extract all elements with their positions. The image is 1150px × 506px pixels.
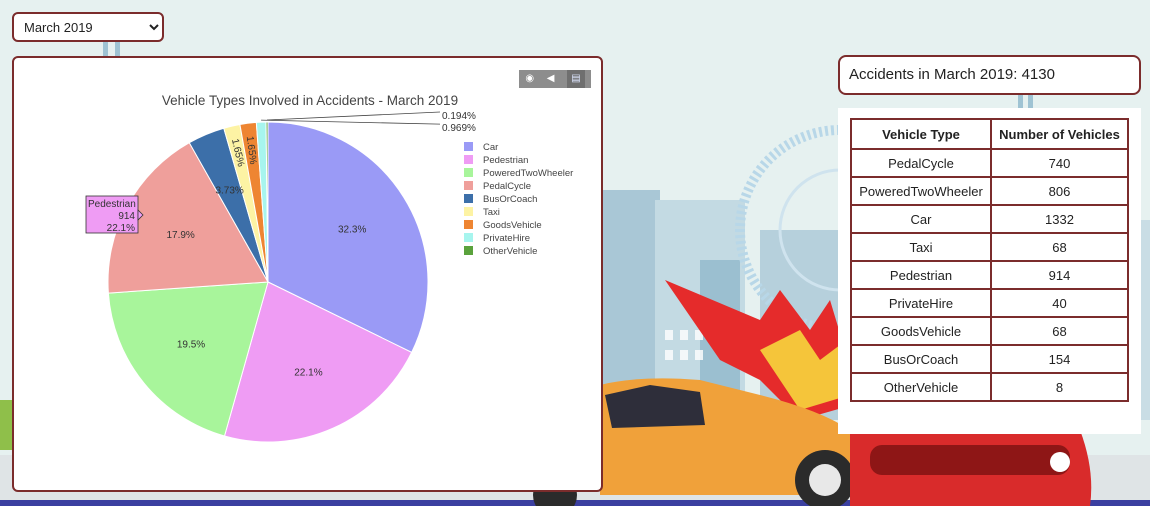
table-row: Car 1332	[850, 204, 1129, 234]
legend-label[interactable]: Pedestrian	[483, 155, 528, 166]
table-row: PrivateHire 40	[850, 288, 1129, 318]
vehicle-count-cell: 8	[990, 372, 1129, 402]
legend-label[interactable]: PrivateHire	[483, 233, 530, 244]
legend-swatch[interactable]	[464, 181, 473, 190]
vehicle-type-cell: Taxi	[850, 232, 992, 262]
vehicle-count-cell: 740	[990, 148, 1129, 178]
legend-label[interactable]: GoodsVehicle	[483, 220, 542, 231]
pie-chart[interactable]: Vehicle Types Involved in Accidents - Ma…	[14, 58, 601, 490]
table-row: PoweredTwoWheeler 806	[850, 176, 1129, 206]
vehicle-type-cell: PoweredTwoWheeler	[850, 176, 992, 206]
chart-title: Vehicle Types Involved in Accidents - Ma…	[162, 93, 458, 108]
slice-percent-label: 32.3%	[338, 225, 366, 236]
slice-leader-line	[266, 111, 441, 121]
slice-percent-label: 3.73%	[215, 186, 243, 197]
legend-swatch[interactable]	[464, 233, 473, 242]
slice-percent-label: 1.65%	[244, 136, 258, 166]
slice-percent-label: 0.194%	[442, 111, 476, 122]
chart-modebar: ◉ ◀ ▤	[519, 70, 591, 88]
table-row: PedalCycle 740	[850, 148, 1129, 178]
vehicle-count-cell: 914	[990, 260, 1129, 290]
vehicle-type-cell: Car	[850, 204, 992, 234]
legend-label[interactable]: PedalCycle	[483, 181, 531, 192]
slice-percent-label: 0.969%	[442, 123, 476, 134]
legend-label[interactable]: BusOrCoach	[483, 194, 537, 205]
table-row: GoodsVehicle 68	[850, 316, 1129, 346]
legend-swatch[interactable]	[464, 168, 473, 177]
slice-percent-label: 19.5%	[177, 340, 205, 351]
tooltip-text: 22.1%	[107, 223, 135, 234]
vehicle-type-cell: Pedestrian	[850, 260, 992, 290]
table-header-row: Vehicle Type Number of Vehicles	[850, 118, 1129, 150]
table-row: Taxi 68	[850, 232, 1129, 262]
header-vehicle-type: Vehicle Type	[850, 118, 992, 150]
legend-label[interactable]: PoweredTwoWheeler	[483, 168, 573, 179]
camera-icon[interactable]: ◉	[525, 73, 535, 84]
slice-leader-line	[261, 119, 441, 125]
vehicle-count-cell: 1332	[990, 204, 1129, 234]
legend-swatch[interactable]	[464, 194, 473, 203]
header-number-of-vehicles: Number of Vehicles	[990, 118, 1129, 150]
vehicle-count-cell: 154	[990, 344, 1129, 374]
slice-percent-label: 22.1%	[294, 368, 322, 379]
pie-slice-othervehicle[interactable]	[265, 121, 269, 283]
legend-swatch[interactable]	[464, 220, 473, 229]
vehicle-count-cell: 68	[990, 232, 1129, 262]
vehicle-type-cell: GoodsVehicle	[850, 316, 992, 346]
vehicle-type-cell: PrivateHire	[850, 288, 992, 318]
bar-chart-icon[interactable]: ▤	[567, 70, 585, 88]
legend-label[interactable]: Car	[483, 142, 498, 153]
legend-label[interactable]: OtherVehicle	[483, 246, 537, 257]
chart-panel: ◉ ◀ ▤ Vehicle Types Involved in Accident…	[12, 56, 603, 492]
table-row: BusOrCoach 154	[850, 344, 1129, 374]
accident-total: Accidents in March 2019: 4130	[838, 55, 1141, 95]
slice-percent-label: 17.9%	[166, 230, 194, 241]
legend-swatch[interactable]	[464, 142, 473, 151]
vehicle-type-cell: PedalCycle	[850, 148, 992, 178]
legend-swatch[interactable]	[464, 207, 473, 216]
pie-slice-pedestrian[interactable]	[223, 281, 413, 443]
legend-swatch[interactable]	[464, 246, 473, 255]
table-row: Pedestrian 914	[850, 260, 1129, 290]
vehicle-count-cell: 40	[990, 288, 1129, 318]
pie-slice-car[interactable]	[267, 121, 429, 354]
table-row: OtherVehicle 8	[850, 372, 1129, 402]
vehicle-count-cell: 806	[990, 176, 1129, 206]
vehicle-table-card: Vehicle Type Number of Vehicles PedalCyc…	[838, 108, 1141, 434]
vehicle-type-cell: BusOrCoach	[850, 344, 992, 374]
vehicle-count-cell: 68	[990, 316, 1129, 346]
tooltip-text: 914	[118, 211, 135, 222]
legend-label[interactable]: Taxi	[483, 207, 500, 218]
pan-icon[interactable]: ◀	[546, 73, 555, 84]
vehicle-table: Vehicle Type Number of Vehicles PedalCyc…	[850, 118, 1129, 402]
legend-swatch[interactable]	[464, 155, 473, 164]
vehicle-type-cell: OtherVehicle	[850, 372, 992, 402]
month-select[interactable]: March 2019	[12, 12, 164, 42]
tooltip-text: Pedestrian	[88, 199, 136, 210]
tooltip-pointer	[137, 209, 144, 221]
pie-slice-poweredtwowheeler[interactable]	[107, 281, 269, 437]
